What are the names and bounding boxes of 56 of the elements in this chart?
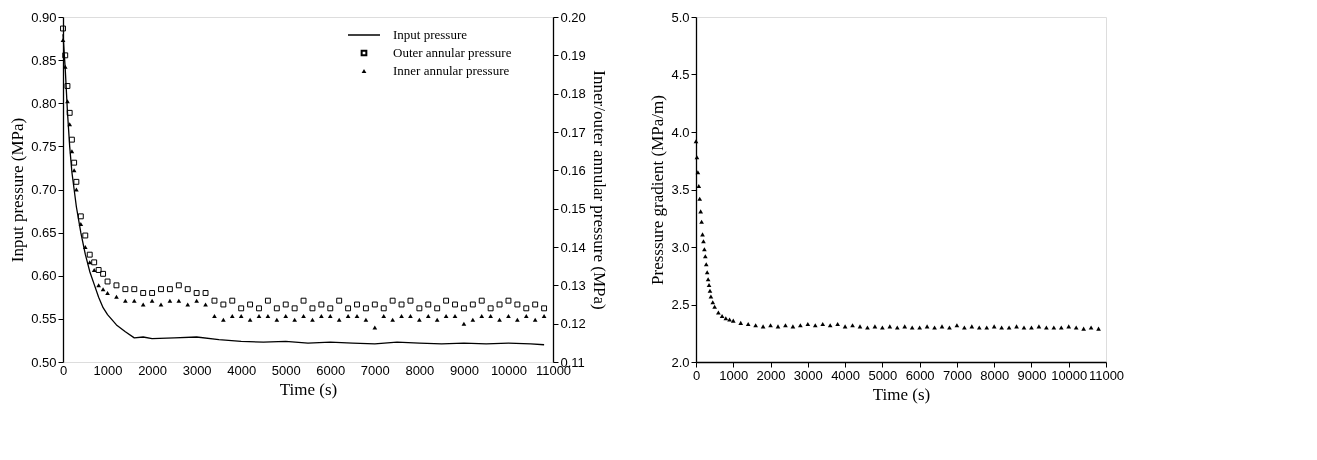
x-tick-label: 4000 xyxy=(227,362,257,378)
x-tick-label: 7000 xyxy=(360,362,390,378)
y2-axis-title: Inner/outer annular pressure (MPa) xyxy=(589,70,609,310)
y2-tick-label: 0.13 xyxy=(560,277,586,293)
y2-tick-label: 0.12 xyxy=(560,316,586,332)
y-tick-label: 0.55 xyxy=(31,311,57,327)
y-tick-label: 0.70 xyxy=(31,182,57,197)
x-tick-label: 10000 xyxy=(490,362,528,378)
x-tick-label: 0 xyxy=(59,362,68,378)
x-tick-label: 5000 xyxy=(271,362,301,378)
x-tick-label: 6000 xyxy=(905,367,935,383)
y-tick-label: 0.60 xyxy=(31,268,57,284)
y-tick-label: 3.5 xyxy=(671,182,690,197)
y-tick-label: 0.80 xyxy=(31,95,57,111)
x-tick-label: 9000 xyxy=(1017,367,1047,383)
legend-label: Inner annular pressure xyxy=(393,63,510,78)
x-tick-label: 6000 xyxy=(316,362,346,378)
x-axis-title: Time (s) xyxy=(872,384,931,404)
y2-tick-label: 0.18 xyxy=(560,86,586,102)
y-tick-label: 0.50 xyxy=(31,354,57,370)
legend-label: Input pressure xyxy=(393,27,468,42)
x-tick-label: 10000 xyxy=(1051,367,1088,383)
y-tick-label: 0.90 xyxy=(31,9,57,25)
x-tick-label: 3000 xyxy=(793,367,823,383)
x-tick-label: 4000 xyxy=(831,367,861,383)
x-tick-label: 8000 xyxy=(980,367,1010,383)
y2-tick-label: 0.15 xyxy=(560,201,586,217)
y-tick-label: 3.0 xyxy=(671,239,690,255)
y-axis-title: Input pressure (MPa) xyxy=(8,117,28,263)
x-tick-label: 1000 xyxy=(719,367,749,383)
x-tick-label: 7000 xyxy=(942,367,972,383)
y-tick-label: 5.0 xyxy=(671,9,690,25)
y2-tick-label: 0.20 xyxy=(560,9,586,25)
y2-tick-label: 0.17 xyxy=(560,124,586,140)
legend-label: Outer annular pressure xyxy=(393,45,512,60)
y-axis-title: Presssure gradient (MPa/m) xyxy=(648,95,668,285)
y-tick-label: 4.5 xyxy=(671,67,690,82)
y2-tick-label: 0.14 xyxy=(560,239,586,255)
x-tick-label: 9000 xyxy=(449,362,479,378)
y-tick-label: 0.65 xyxy=(31,225,57,241)
x-tick-label: 3000 xyxy=(182,362,212,378)
x-tick-label: 5000 xyxy=(868,367,898,383)
x-tick-label: 2000 xyxy=(138,362,168,378)
y-tick-label: 0.75 xyxy=(31,138,57,154)
x-tick-label: 0 xyxy=(692,367,701,383)
x-tick-label: 8000 xyxy=(405,362,435,378)
x-axis-title: Time (s) xyxy=(279,379,338,399)
y-tick-label: 2.5 xyxy=(671,297,690,312)
x-tick-label: 2000 xyxy=(756,367,786,383)
y-tick-label: 4.0 xyxy=(671,124,690,140)
y-tick-label: 0.85 xyxy=(31,52,57,68)
y-tick-label: 2.0 xyxy=(671,354,690,370)
y2-tick-label: 0.19 xyxy=(560,47,586,63)
y2-tick-label: 0.16 xyxy=(560,162,586,178)
x-tick-label: 1000 xyxy=(93,362,123,378)
x-tick-label: 11000 xyxy=(1088,367,1125,383)
